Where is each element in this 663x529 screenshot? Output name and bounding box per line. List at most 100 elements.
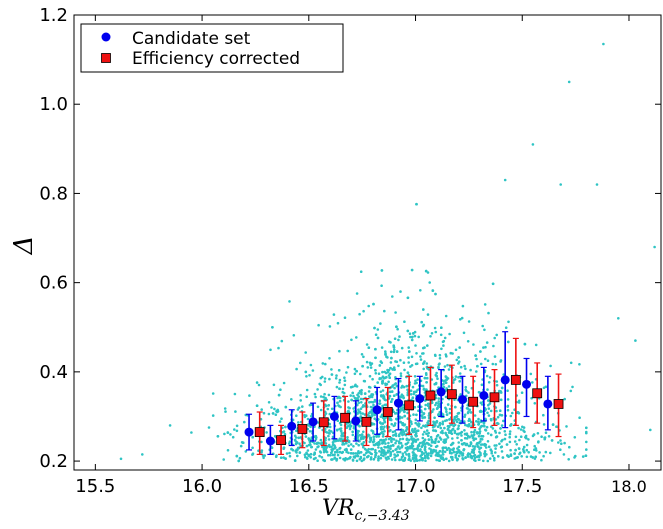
scatter-point — [384, 353, 387, 356]
scatter-point — [356, 403, 359, 407]
scatter-point — [299, 399, 303, 402]
scatter-point — [490, 418, 493, 422]
scatter-point — [477, 390, 481, 394]
scatter-point — [515, 456, 519, 459]
scatter-point — [314, 395, 317, 399]
scatter-point — [441, 420, 445, 424]
scatter-point — [441, 456, 445, 459]
scatter-point — [432, 408, 435, 411]
scatter-point — [392, 424, 396, 428]
scatter-point — [402, 430, 406, 434]
scatter-point — [461, 452, 465, 455]
scatter-point — [401, 433, 404, 437]
scatter-point — [305, 375, 308, 378]
scatter-point — [233, 392, 237, 396]
scatter-point — [362, 453, 366, 457]
scatter-point — [459, 431, 462, 435]
scatter-point — [325, 450, 329, 454]
candidate-point — [415, 394, 425, 404]
scatter-point — [486, 359, 490, 363]
scatter-point — [332, 313, 336, 316]
scatter-point — [473, 447, 476, 451]
scatter-point — [393, 422, 397, 425]
scatter-point — [384, 350, 387, 353]
scatter-point — [374, 453, 377, 457]
scatter-point — [314, 434, 318, 438]
scatter-point — [544, 431, 548, 435]
scatter-point — [448, 449, 452, 453]
scatter-point — [267, 401, 271, 404]
scatter-point — [387, 380, 390, 384]
scatter-point — [404, 429, 408, 432]
scatter-point — [573, 436, 577, 439]
scatter-point — [481, 324, 485, 328]
scatter-point — [378, 364, 382, 367]
scatter-point — [441, 453, 445, 456]
scatter-point — [459, 393, 462, 396]
scatter-point — [398, 450, 402, 454]
scatter-point — [518, 452, 521, 456]
scatter-point — [395, 447, 398, 451]
scatter-point — [363, 392, 367, 395]
scatter-point — [348, 427, 352, 431]
scatter-point — [379, 322, 382, 325]
scatter-point — [568, 445, 571, 449]
scatter-point — [391, 295, 394, 298]
corrected-point — [297, 424, 308, 434]
scatter-point — [356, 435, 360, 439]
scatter-point — [422, 308, 425, 311]
candidate-point — [393, 398, 403, 408]
scatter-point — [378, 450, 381, 453]
scatter-point — [367, 346, 371, 350]
scatter-point — [357, 408, 360, 412]
scatter-point — [477, 417, 480, 421]
scatter-point — [313, 392, 317, 396]
scatter-point — [446, 403, 450, 406]
scatter-point — [435, 444, 439, 448]
scatter-point — [498, 409, 502, 413]
scatter-point — [339, 429, 343, 433]
scatter-point — [327, 453, 330, 457]
scatter-point — [435, 458, 438, 462]
scatter-point — [337, 369, 341, 372]
scatter-point — [399, 420, 402, 424]
scatter-point — [519, 428, 523, 431]
scatter-point — [491, 427, 495, 430]
scatter-point — [525, 443, 529, 447]
scatter-point — [513, 440, 517, 443]
scatter-point — [383, 425, 386, 429]
scatter-point — [490, 451, 494, 455]
scatter-point — [338, 446, 342, 450]
scatter-point — [390, 400, 393, 404]
scatter-point — [251, 435, 254, 439]
scatter-point — [423, 407, 427, 411]
scatter-point — [443, 441, 446, 444]
scatter-point — [403, 410, 406, 414]
scatter-point — [392, 394, 396, 398]
y-tick-label: 0.6 — [39, 273, 68, 294]
scatter-point — [381, 389, 385, 392]
scatter-point — [316, 445, 319, 449]
scatter-point — [255, 381, 259, 384]
scatter-point — [483, 303, 487, 306]
scatter-point — [262, 411, 266, 415]
scatter-point — [402, 396, 405, 400]
scatter-point — [565, 425, 568, 428]
scatter-point — [388, 390, 392, 394]
scatter-point — [282, 430, 286, 433]
scatter-point — [487, 414, 491, 417]
scatter-point — [462, 331, 466, 335]
scatter-point — [362, 309, 365, 313]
scatter-point — [533, 402, 537, 405]
scatter-point — [307, 443, 311, 447]
scatter-point — [585, 431, 588, 435]
scatter-point — [547, 435, 551, 438]
scatter-point — [444, 431, 447, 435]
scatter-point — [491, 362, 495, 366]
scatter-point — [341, 434, 345, 438]
scatter-point — [419, 289, 422, 292]
scatter-point — [485, 341, 489, 344]
scatter-point — [472, 451, 476, 455]
scatter-point — [525, 448, 529, 452]
scatter-point — [282, 381, 286, 385]
